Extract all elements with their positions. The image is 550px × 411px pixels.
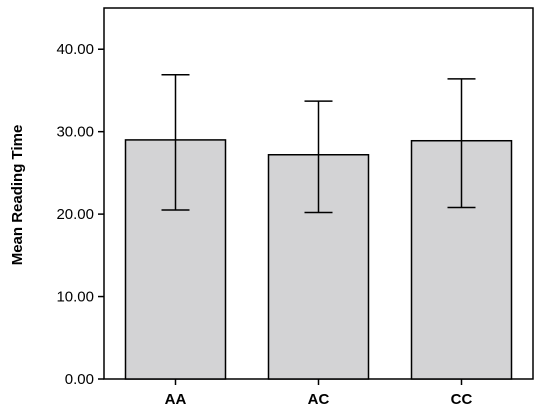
- x-tick-label-ac: AC: [308, 391, 330, 408]
- x-tick-label-aa: AA: [165, 391, 187, 408]
- y-tick-label: 30.00: [56, 124, 94, 141]
- y-tick-label: 40.00: [56, 41, 94, 58]
- y-tick-label: 20.00: [56, 206, 94, 223]
- y-tick-label: 0.00: [65, 371, 94, 388]
- x-tick-label-cc: CC: [451, 391, 473, 408]
- y-tick-label: 10.00: [56, 289, 94, 306]
- y-axis-title: Mean Reading Time: [9, 125, 26, 266]
